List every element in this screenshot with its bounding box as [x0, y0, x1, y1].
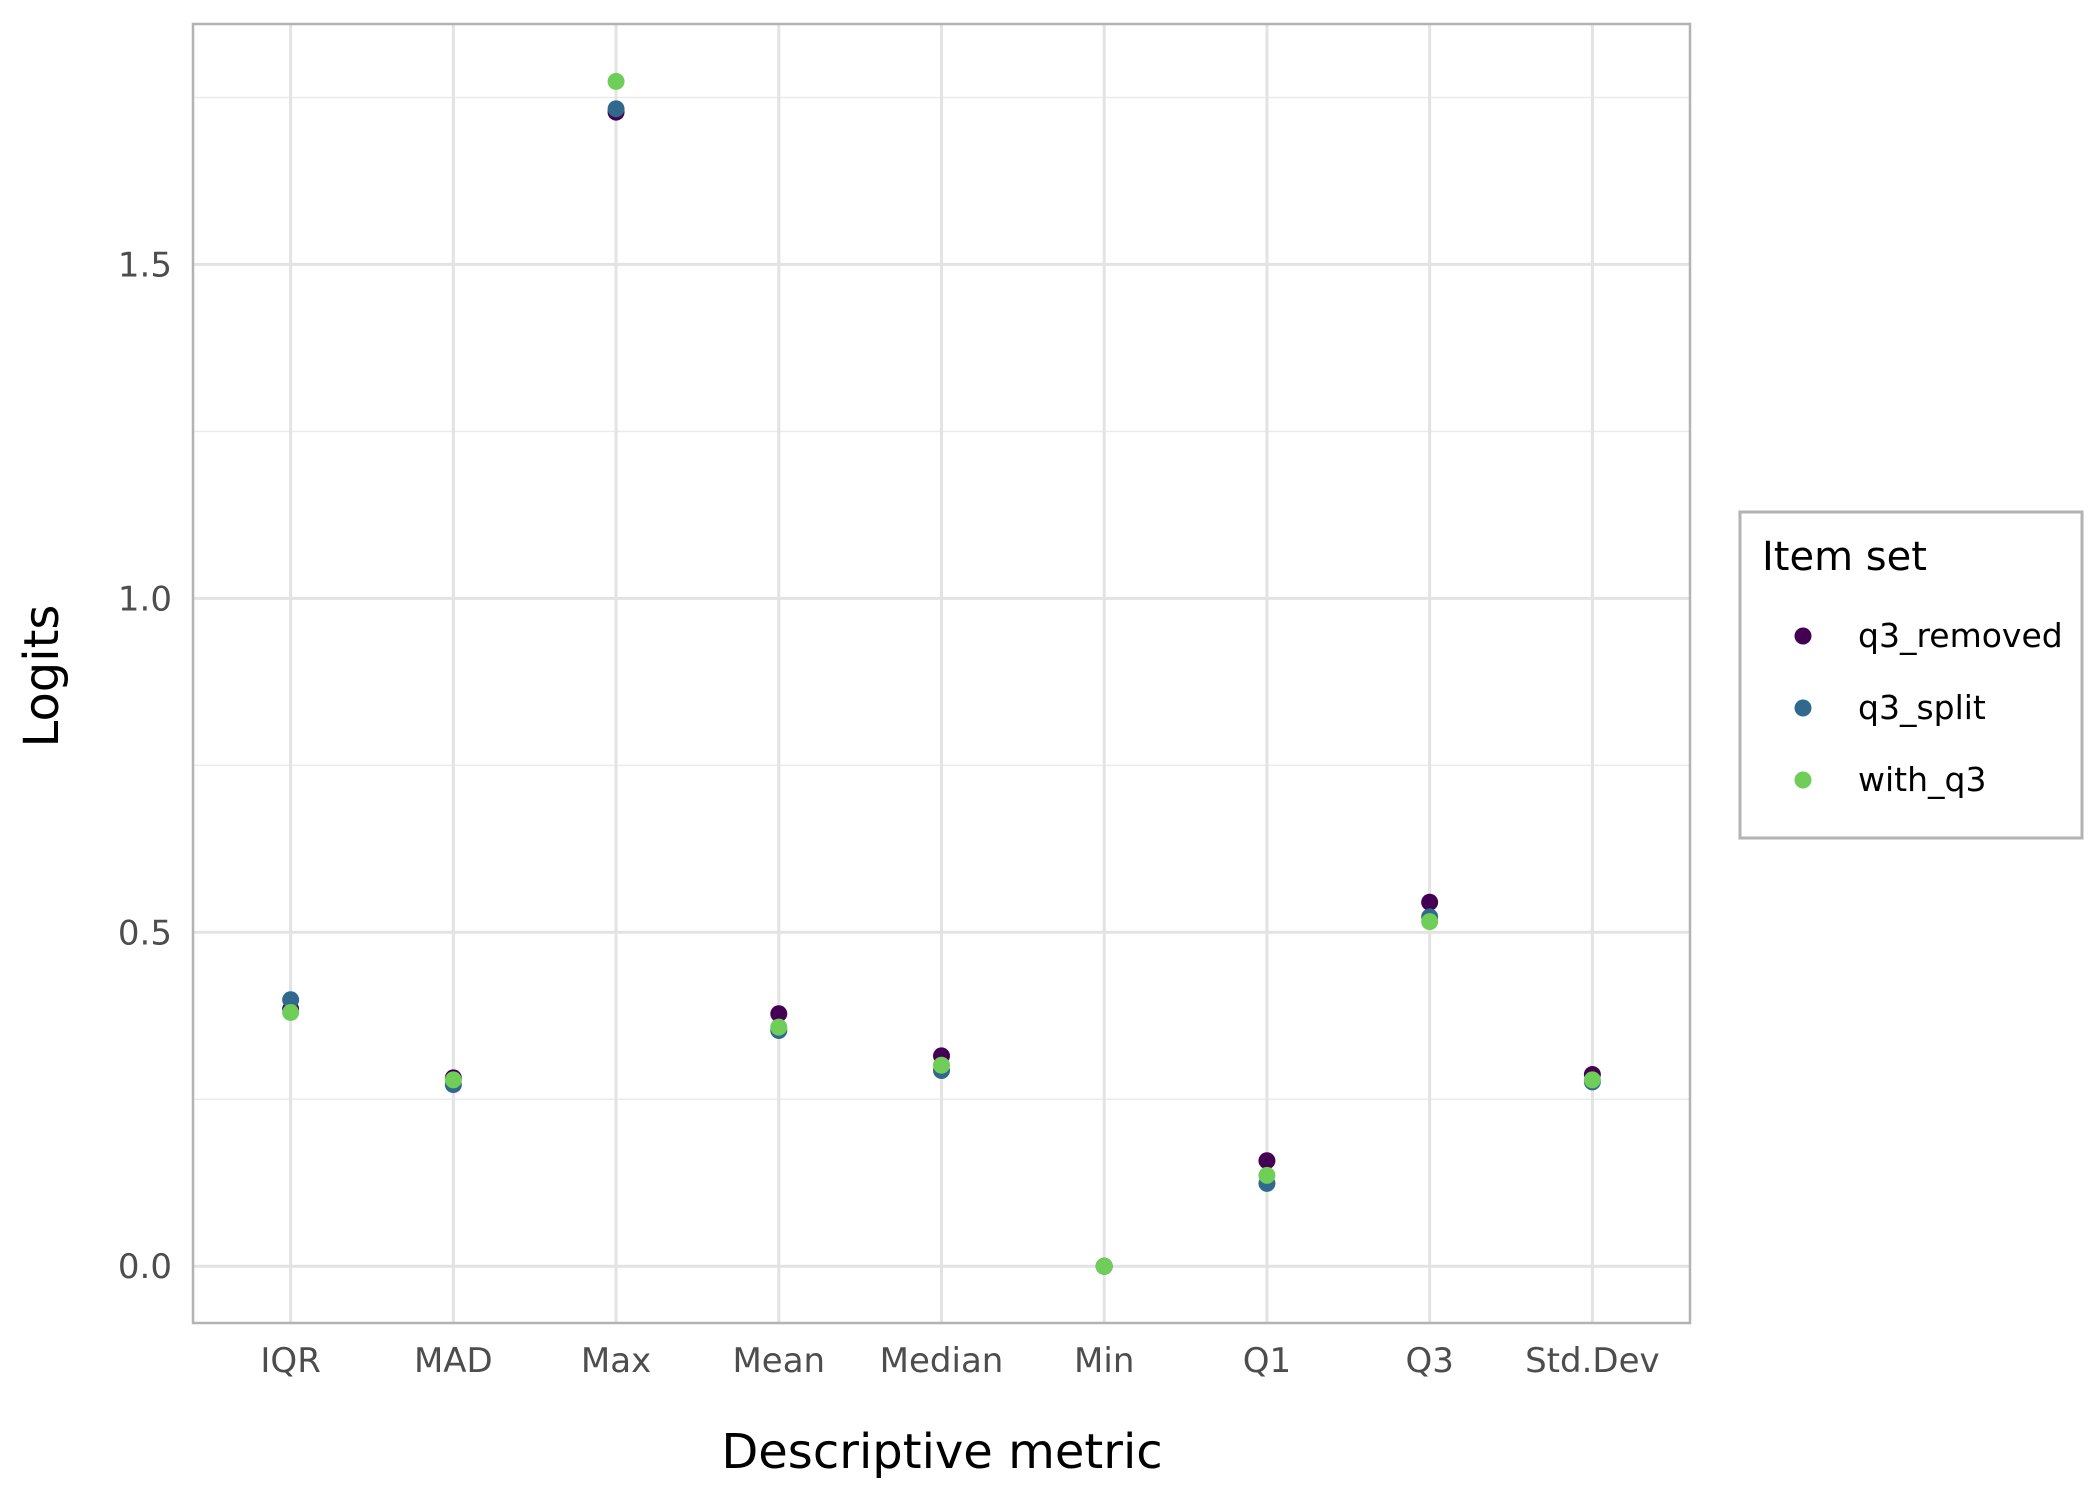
data-points [282, 72, 1601, 1275]
plot-panel [191, 22, 1692, 1325]
data-point-q3_removed [770, 1005, 788, 1023]
legend-label-q3_removed: q3_removed [1858, 616, 2063, 655]
x-tick-label: Median [880, 1341, 1004, 1381]
data-point-with_q3 [282, 1003, 300, 1021]
legend: Item set q3_removed q3_split with_q3 [1738, 510, 2084, 840]
data-point-q3_split [607, 100, 625, 118]
y-tick-label: 0.0 [118, 1247, 172, 1287]
legend-key-with_q3 [1794, 771, 1812, 789]
x-tick-label: Max [581, 1341, 651, 1381]
legend-label-q3_split: q3_split [1858, 688, 1986, 727]
legend-label-with_q3: with_q3 [1858, 760, 1986, 799]
data-point-q3_removed [1258, 1152, 1276, 1170]
data-point-with_q3 [607, 72, 625, 90]
y-tick-label: 0.5 [118, 913, 172, 953]
legend-items: q3_removed q3_split with_q3 [1794, 616, 2063, 799]
x-tick-label: Mean [732, 1341, 825, 1381]
y-tick-label: 1.5 [118, 245, 172, 285]
x-axis-title: Descriptive metric [721, 1424, 1162, 1480]
data-point-with_q3 [444, 1071, 462, 1089]
panel-border [191, 22, 1692, 1325]
x-tick-label: IQR [260, 1341, 320, 1381]
x-tick-label: Q1 [1243, 1341, 1291, 1381]
y-axis-title: Logits [14, 605, 70, 748]
data-point-with_q3 [1583, 1071, 1601, 1089]
data-point-with_q3 [770, 1018, 788, 1036]
data-point-q3_removed [1421, 893, 1439, 911]
data-point-with_q3 [1095, 1257, 1113, 1275]
x-tick-label: Min [1074, 1341, 1134, 1381]
y-axis-tick-labels: 0.0 0.5 1.0 1.5 [118, 245, 172, 1287]
x-tick-label: Q3 [1405, 1341, 1453, 1381]
data-point-with_q3 [1258, 1166, 1276, 1184]
data-point-q3_split [282, 991, 300, 1009]
y-tick-label: 1.0 [118, 579, 172, 619]
x-tick-label: Std.Dev [1525, 1341, 1660, 1381]
data-point-with_q3 [933, 1056, 950, 1074]
data-point-with_q3 [1421, 913, 1439, 931]
x-tick-label: MAD [414, 1341, 493, 1381]
legend-key-q3_split [1794, 699, 1812, 717]
legend-key-q3_removed [1794, 627, 1812, 645]
x-axis-tick-labels: IQR MAD Max Mean Median Min Q1 Q3 Std.Dev [260, 1341, 1659, 1381]
legend-title: Item set [1762, 534, 1927, 580]
